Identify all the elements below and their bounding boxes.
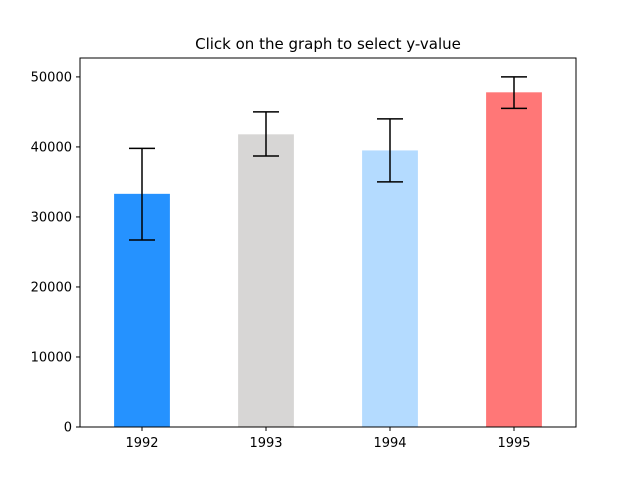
x-axis: 1992 1993 1994 1995 (125, 427, 531, 451)
y-tick-label-30000: 30000 (31, 210, 72, 225)
bars (114, 92, 542, 427)
y-tick-label-20000: 20000 (31, 280, 72, 295)
x-tick-label-1995: 1995 (497, 436, 530, 451)
axes-frame (79, 57, 577, 428)
y-axis: 0 10000 20000 30000 40000 50000 (31, 70, 80, 436)
error-bars (129, 76, 527, 241)
bar-1994[interactable] (362, 150, 418, 427)
y-tick-label-10000: 10000 (31, 350, 72, 365)
x-tick-label-1993: 1993 (249, 436, 282, 451)
x-tick-label-1992: 1992 (125, 436, 158, 451)
y-tick-label-40000: 40000 (31, 140, 72, 155)
y-tick-label-50000: 50000 (31, 70, 72, 85)
bar-1993[interactable] (238, 134, 294, 427)
chart-title: Click on the graph to select y-value (195, 35, 461, 53)
bar-1995[interactable] (486, 92, 542, 427)
axes-border (79, 57, 577, 428)
x-tick-label-1994: 1994 (373, 436, 406, 451)
y-tick-label-0: 0 (64, 421, 72, 436)
